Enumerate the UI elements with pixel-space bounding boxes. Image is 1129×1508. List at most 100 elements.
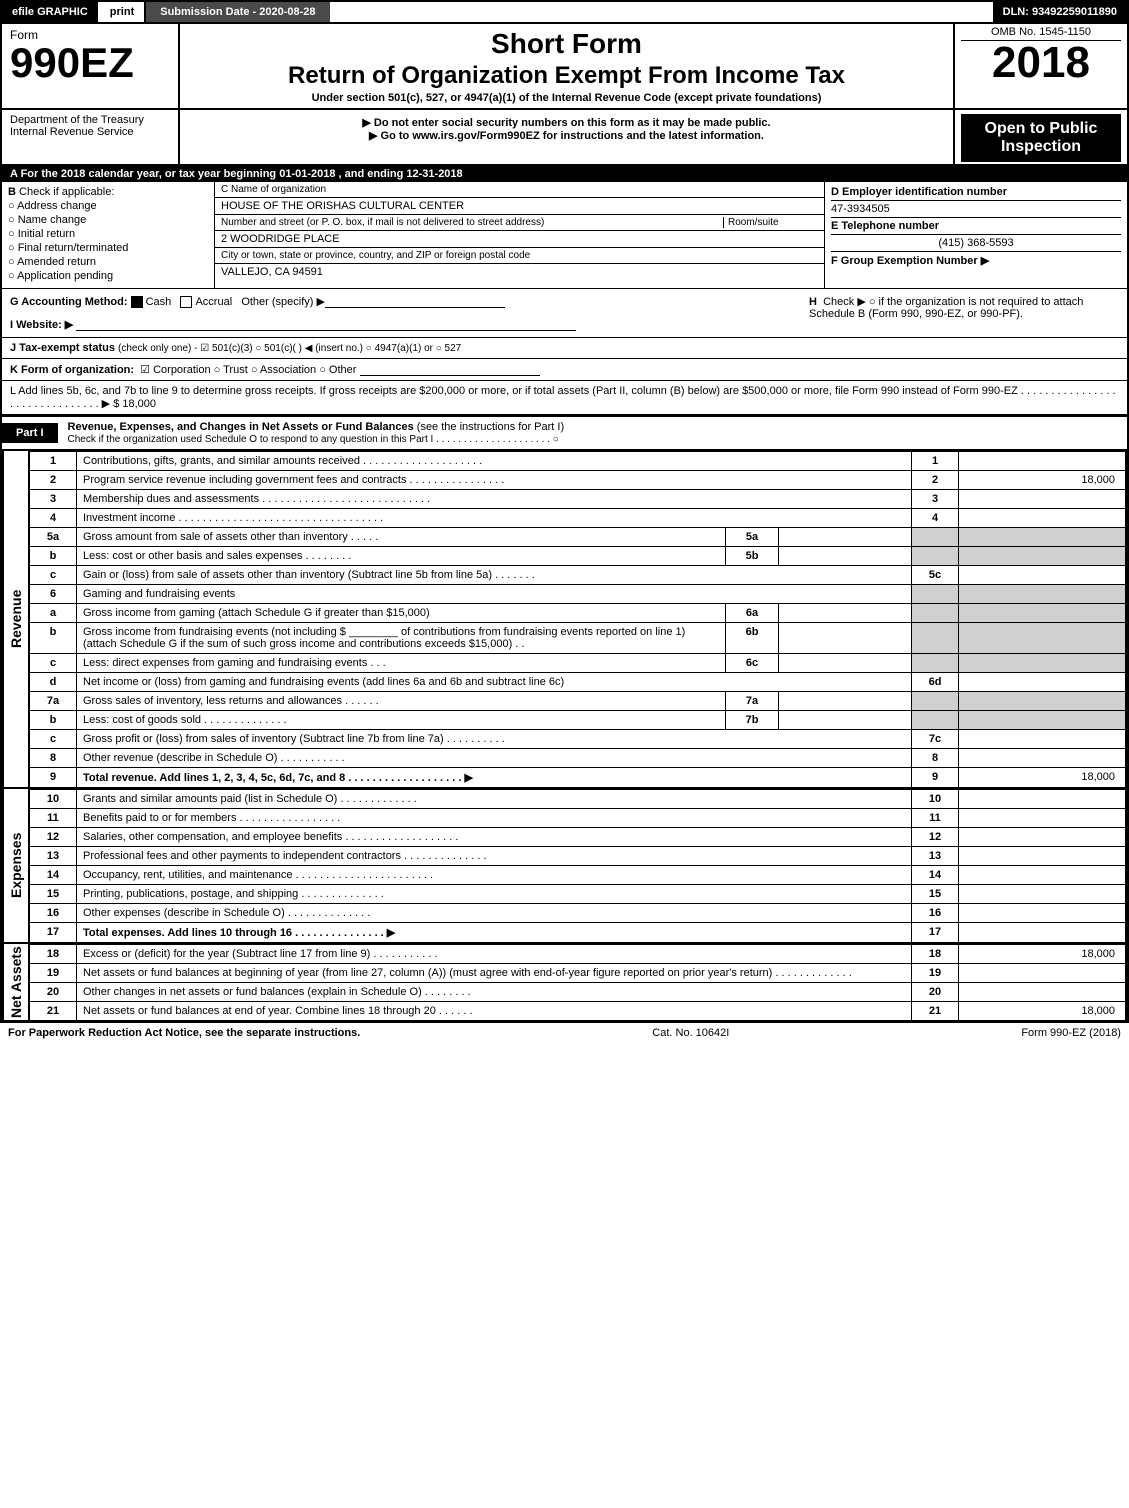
n7b: b — [29, 711, 77, 730]
d5a: Gross amount from sale of assets other t… — [77, 528, 726, 547]
sha5b — [959, 547, 1127, 566]
part1-note: (see the instructions for Part I) — [417, 421, 564, 433]
row-7c: cGross profit or (loss) from sales of in… — [29, 730, 1126, 749]
d20: Other changes in net assets or fund bala… — [77, 983, 912, 1002]
row-2: 2Program service revenue including gover… — [29, 471, 1126, 490]
revenue-table: 1Contributions, gifts, grants, and simil… — [28, 451, 1127, 787]
a6d — [959, 673, 1127, 692]
d8: Other revenue (describe in Schedule O) .… — [77, 749, 912, 768]
h-text: Check ▶ ○ if the organization is not req… — [809, 296, 1083, 320]
d19: Net assets or fund balances at beginning… — [77, 964, 912, 983]
b2: 2 — [912, 471, 959, 490]
d3: Membership dues and assessments . . . . … — [77, 490, 912, 509]
g-label: G Accounting Method: — [10, 296, 128, 308]
short-form-title: Short Form — [188, 28, 945, 60]
row-21: 21Net assets or fund balances at end of … — [29, 1002, 1126, 1021]
row-11: 11Benefits paid to or for members . . . … — [29, 809, 1126, 828]
d14: Occupancy, rent, utilities, and maintena… — [77, 866, 912, 885]
b9: 9 — [912, 768, 959, 788]
section-a-row: A For the 2018 calendar year, or tax yea… — [0, 166, 1129, 182]
ib6a: 6a — [726, 604, 779, 623]
n5b: b — [29, 547, 77, 566]
omb-year-block: OMB No. 1545-1150 2018 — [953, 24, 1127, 108]
d6d: Net income or (loss) from gaming and fun… — [77, 673, 912, 692]
footer-mid: Cat. No. 10642I — [652, 1027, 729, 1039]
ein-value: 47-3934505 — [831, 201, 1121, 218]
website-field[interactable] — [76, 318, 576, 331]
org-city: VALLEJO, CA 94591 — [215, 264, 824, 280]
n6c: c — [29, 654, 77, 673]
efile-button[interactable]: efile GRAPHIC — [2, 2, 100, 22]
addr-label: Number and street (or P. O. box, if mail… — [221, 217, 723, 228]
org-info-block: B Check if applicable: Address change Na… — [0, 182, 1129, 289]
n4: 4 — [29, 509, 77, 528]
row-17: 17Total expenses. Add lines 10 through 1… — [29, 923, 1126, 943]
part1-title: Revenue, Expenses, and Changes in Net As… — [58, 417, 1127, 449]
n19: 19 — [29, 964, 77, 983]
k-label: K Form of organization: — [10, 364, 134, 376]
n1: 1 — [29, 452, 77, 471]
i-label: I Website: ▶ — [10, 319, 73, 331]
row-5a: 5aGross amount from sale of assets other… — [29, 528, 1126, 547]
k-other-field[interactable] — [360, 363, 540, 376]
ck-cash[interactable] — [131, 296, 143, 308]
sh6a — [912, 604, 959, 623]
row-15: 15Printing, publications, postage, and s… — [29, 885, 1126, 904]
ck-final-return[interactable]: Final return/terminated — [8, 242, 208, 254]
n2: 2 — [29, 471, 77, 490]
sha6b — [959, 623, 1127, 654]
n6a: a — [29, 604, 77, 623]
n10: 10 — [29, 790, 77, 809]
b6d: 6d — [912, 673, 959, 692]
print-button[interactable]: print — [100, 2, 146, 22]
section-def: D Employer identification number 47-3934… — [825, 182, 1127, 288]
form-subheader: Department of the Treasury Internal Reve… — [0, 110, 1129, 166]
form-number: 990EZ — [10, 42, 170, 84]
d4: Investment income . . . . . . . . . . . … — [77, 509, 912, 528]
ck-application-pending[interactable]: Application pending — [8, 270, 208, 282]
sha7b — [959, 711, 1127, 730]
b19: 19 — [912, 964, 959, 983]
ib6b: 6b — [726, 623, 779, 654]
notice-instructions[interactable]: Go to www.irs.gov/Form990EZ for instruct… — [186, 129, 947, 142]
d6c: Less: direct expenses from gaming and fu… — [77, 654, 726, 673]
irs-label: Internal Revenue Service — [10, 126, 170, 138]
ck-amended-return[interactable]: Amended return — [8, 256, 208, 268]
row-6a: aGross income from gaming (attach Schedu… — [29, 604, 1126, 623]
ck-address-change[interactable]: Address change — [8, 200, 208, 212]
k-text: ☑ Corporation ○ Trust ○ Association ○ Ot… — [140, 364, 356, 376]
row-12: 12Salaries, other compensation, and empl… — [29, 828, 1126, 847]
phone-value: (415) 368-5593 — [831, 235, 1121, 252]
a1 — [959, 452, 1127, 471]
ck-accrual[interactable] — [180, 296, 192, 308]
part1-header: Part I Revenue, Expenses, and Changes in… — [0, 415, 1129, 451]
n5c: c — [29, 566, 77, 585]
line-j: J Tax-exempt status (check only one) - ☑… — [0, 338, 1129, 359]
group-exemption-label: F Group Exemption Number ▶ — [831, 252, 1121, 269]
line-i: I Website: ▶ — [10, 318, 1119, 331]
a18: 18,000 — [959, 945, 1127, 964]
ck-initial-return[interactable]: Initial return — [8, 228, 208, 240]
row-5c: cGain or (loss) from sale of assets othe… — [29, 566, 1126, 585]
n14: 14 — [29, 866, 77, 885]
ib6c: 6c — [726, 654, 779, 673]
g-other-field[interactable] — [325, 295, 505, 308]
sha6 — [959, 585, 1127, 604]
b15: 15 — [912, 885, 959, 904]
sh5b — [912, 547, 959, 566]
d5b: Less: cost or other basis and sales expe… — [77, 547, 726, 566]
section-a-end: 12-31-2018 — [406, 168, 462, 180]
g-other: Other (specify) ▶ — [241, 296, 325, 308]
b20: 20 — [912, 983, 959, 1002]
n6d: d — [29, 673, 77, 692]
netassets-side-label: Net Assets — [2, 944, 28, 1020]
ck-name-change[interactable]: Name change — [8, 214, 208, 226]
d15: Printing, publications, postage, and shi… — [77, 885, 912, 904]
ib5b: 5b — [726, 547, 779, 566]
v5b — [779, 547, 912, 566]
b14: 14 — [912, 866, 959, 885]
ib7a: 7a — [726, 692, 779, 711]
a20 — [959, 983, 1127, 1002]
footer-right: Form 990-EZ (2018) — [1021, 1027, 1121, 1039]
return-title: Return of Organization Exempt From Incom… — [188, 62, 945, 90]
